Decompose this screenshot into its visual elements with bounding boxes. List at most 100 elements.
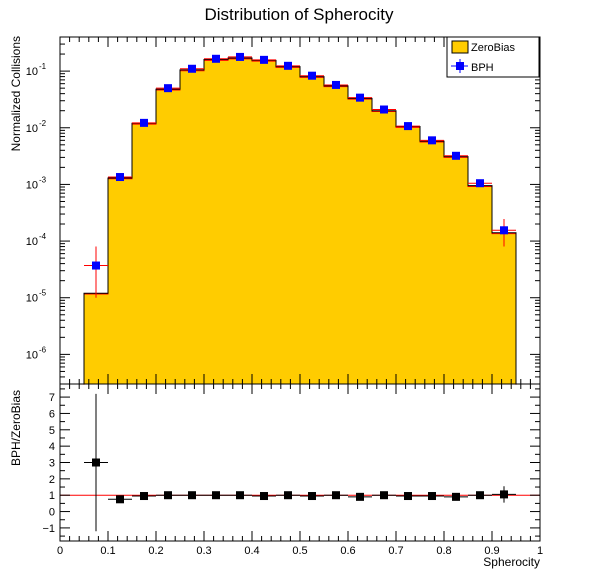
histogram-bar <box>468 185 492 384</box>
bph-point <box>356 93 364 102</box>
bottom-y-tick-label: 7 <box>49 392 55 404</box>
ratio-point <box>380 491 388 500</box>
histogram-bar <box>276 66 300 384</box>
histogram-bar <box>420 141 444 384</box>
x-tick-label: 0.7 <box>388 545 403 557</box>
histogram-bar <box>324 85 348 385</box>
x-tick-label: 0.1 <box>100 545 115 557</box>
bph-point <box>164 84 172 93</box>
bph-point <box>500 226 508 235</box>
top-y-tick-exponent: -5 <box>39 289 47 298</box>
ratio-point <box>404 492 412 501</box>
ratio-point <box>500 490 508 499</box>
top-y-tick-exponent: -6 <box>39 345 47 354</box>
ratio-point <box>116 495 124 504</box>
top-y-tick-label: 10 <box>26 293 38 305</box>
top-y-tick-label: 10 <box>26 123 38 135</box>
bph-point <box>332 80 340 89</box>
bph-point <box>92 261 100 270</box>
ratio-point <box>452 492 460 501</box>
ratio-point <box>164 491 172 500</box>
ratio-point <box>188 491 196 500</box>
bottom-y-axis-title: BPH/ZeroBias <box>9 390 23 466</box>
top-y-tick-label: 10 <box>26 66 38 78</box>
ratio-point <box>212 491 220 500</box>
x-tick-label: 0.4 <box>244 545 259 557</box>
top-y-tick-label: 10 <box>26 349 38 361</box>
ratio-point <box>92 458 100 467</box>
bph-point <box>188 64 196 73</box>
bph-point <box>236 52 244 61</box>
histogram-bar <box>204 59 228 385</box>
top-y-tick-exponent: -3 <box>39 175 47 184</box>
x-axis-title: Spherocity <box>483 555 540 569</box>
ratio-point <box>284 491 292 500</box>
histogram-bar <box>252 60 276 385</box>
bph-point <box>380 105 388 114</box>
bottom-y-tick-label: 5 <box>49 425 55 437</box>
top-y-tick-label: 10 <box>26 236 38 248</box>
legend-swatch-zerobias <box>451 40 469 54</box>
bottom-y-tick-label: −1 <box>42 523 55 535</box>
bph-point <box>212 54 220 63</box>
legend-label-bph: BPH <box>471 62 494 74</box>
histogram-layer <box>83 57 517 385</box>
ratio-point <box>260 492 268 501</box>
histogram-bar <box>108 177 132 384</box>
bottom-y-tick-label: 3 <box>49 458 55 470</box>
ratio-layer <box>60 393 540 532</box>
ratio-point <box>476 491 484 500</box>
bottom-plot-frame <box>59 383 541 542</box>
histogram-bar <box>492 232 516 384</box>
points-layer <box>84 52 516 298</box>
top-y-axis-title: Normalized Collisions <box>9 36 23 151</box>
x-tick-label: 0.6 <box>340 545 355 557</box>
x-tick-label: 0 <box>57 545 63 557</box>
histogram-bar <box>132 123 156 384</box>
bph-point <box>452 151 460 160</box>
legend: ZeroBias BPH <box>446 36 540 78</box>
bph-point <box>428 136 436 145</box>
bph-point <box>284 61 292 70</box>
bph-point <box>308 71 316 80</box>
bottom-y-tick-label: 1 <box>49 490 55 502</box>
ratio-point <box>356 492 364 501</box>
legend-label-zerobias: ZeroBias <box>471 42 516 54</box>
legend-marker-bph <box>456 62 464 70</box>
ratio-point <box>332 491 340 500</box>
x-tick-label: 0.3 <box>196 545 211 557</box>
histogram-bar <box>156 89 180 384</box>
histogram-bar <box>84 293 108 384</box>
histogram-bar <box>300 76 324 385</box>
ratio-point <box>308 492 316 501</box>
bph-point <box>476 179 484 188</box>
chart-title: Distribution of Spherocity <box>205 5 394 24</box>
x-tick-label: 1 <box>537 545 543 557</box>
x-tick-label: 0.8 <box>436 545 451 557</box>
x-tick-label: 0.9 <box>484 545 499 557</box>
top-y-tick-exponent: -2 <box>39 119 47 128</box>
bph-point <box>404 122 412 131</box>
histogram-bar <box>348 98 372 385</box>
histogram-bar <box>396 126 420 384</box>
bph-point <box>140 118 148 127</box>
histogram-bar <box>180 69 204 384</box>
ratio-point <box>428 492 436 501</box>
histogram-outline <box>83 57 517 384</box>
top-y-tick-exponent: -1 <box>39 62 47 71</box>
bph-point <box>260 55 268 64</box>
bottom-y-tick-label: 6 <box>49 408 55 420</box>
bottom-y-tick-label: 4 <box>49 441 55 453</box>
bottom-y-tick-label: 2 <box>49 474 55 486</box>
ratio-point <box>236 491 244 500</box>
histogram-bar <box>444 156 468 384</box>
top-y-tick-label: 10 <box>26 179 38 191</box>
histogram-bar <box>372 110 396 384</box>
x-tick-label: 0.5 <box>292 545 307 557</box>
top-y-tick-exponent: -4 <box>39 232 47 241</box>
x-tick-label: 0.2 <box>148 545 163 557</box>
ratio-point <box>140 492 148 501</box>
